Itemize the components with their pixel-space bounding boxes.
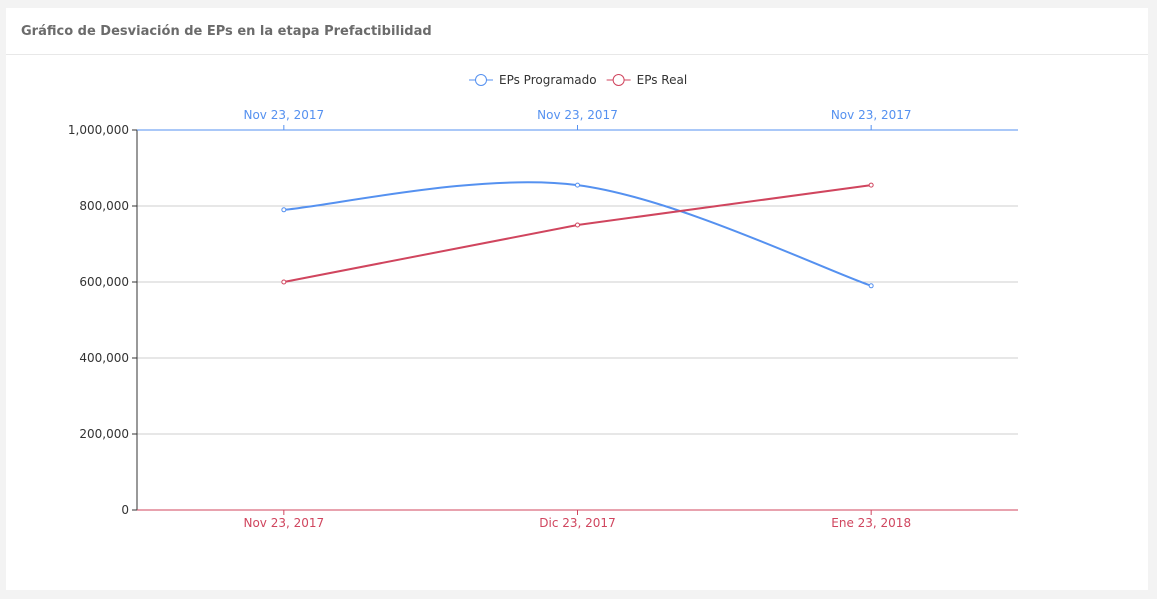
y-tick-label: 1,000,000 (68, 123, 129, 137)
data-point (868, 182, 874, 188)
legend-marker-icon (475, 74, 487, 86)
legend-label: EPs Programado (499, 73, 597, 87)
series-line-eps-real (283, 184, 872, 283)
top-x-tick-label: Nov 23, 2017 (831, 108, 912, 122)
legend-marker-icon (612, 74, 625, 86)
top-x-tick-label: Nov 23, 2017 (537, 108, 618, 122)
x-tick-label: Ene 23, 2018 (831, 516, 911, 530)
legend-label: EPs Real (637, 73, 688, 87)
x-tick-label: Dic 23, 2017 (539, 516, 615, 530)
data-point (575, 182, 580, 188)
y-tick-label: 600,000 (79, 275, 129, 289)
data-point (281, 279, 287, 285)
y-tick-label: 400,000 (79, 351, 129, 365)
data-point (281, 207, 287, 213)
top-x-tick-label: Nov 23, 2017 (243, 108, 324, 122)
x-tick-label: Nov 23, 2017 (243, 516, 324, 530)
y-tick-label: 200,000 (79, 427, 129, 441)
y-tick-label: 800,000 (79, 199, 129, 213)
data-point (575, 222, 580, 228)
y-tick-label: 0 (121, 503, 129, 517)
card-title: Gráfico de Desviación de EPs en la etapa… (6, 8, 1148, 55)
chart-card: Gráfico de Desviación de EPs en la etapa… (6, 8, 1148, 590)
data-point (868, 283, 874, 289)
